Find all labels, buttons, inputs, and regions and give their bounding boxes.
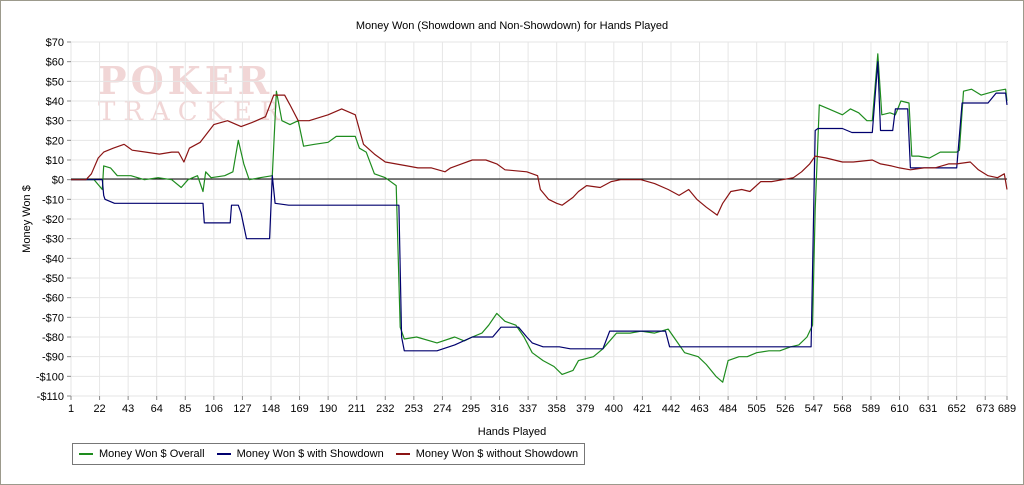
legend: Money Won $ Overall Money Won $ with Show… [72, 443, 586, 465]
x-tick-label: 85 [179, 403, 191, 415]
x-tick-label: 547 [805, 403, 823, 415]
x-tick-label: 295 [462, 403, 480, 415]
x-tick-label: 43 [122, 403, 134, 415]
y-tick-label: $50 [46, 76, 64, 88]
x-tick-label: 106 [205, 403, 223, 415]
x-tick-label: 211 [348, 403, 366, 415]
x-axis-ticks: 1 22 43 64 85 106 127 148 169 190 211 232 253 274 295 3… [68, 396, 1016, 415]
y-tick-label: -$10 [42, 194, 64, 206]
x-tick-label: 316 [490, 403, 508, 415]
y-tick-label: -$40 [42, 253, 64, 265]
x-tick-label: 253 [405, 403, 423, 415]
legend-item-1: Money Won $ Overall [79, 448, 205, 460]
y-axis-ticks: $70 $60 $50 $40 $30 $20 $10 $0 -$10 -$20 -$30 -$40 -… [36, 37, 71, 403]
x-tick-label: 22 [93, 403, 105, 415]
x-tick-label: 127 [233, 403, 251, 415]
y-tick-label: $70 [46, 37, 64, 49]
y-tick-label: -$110 [37, 391, 64, 403]
x-tick-label: 274 [433, 403, 451, 415]
x-tick-label: 148 [262, 403, 280, 415]
grid [70, 41, 1008, 397]
legend-label: Money Won $ Overall [99, 448, 205, 460]
legend-label: Money Won $ with Showdown [236, 448, 384, 460]
y-tick-label: -$20 [42, 214, 64, 226]
y-tick-label: -$90 [42, 352, 64, 364]
x-tick-label: 442 [662, 403, 680, 415]
series-line-2 [71, 61, 1008, 352]
y-tick-label: $0 [52, 175, 64, 187]
legend-swatch [216, 453, 231, 455]
x-tick-label: 610 [890, 403, 908, 415]
y-tick-label: $60 [46, 57, 64, 69]
x-tick-label: 421 [633, 403, 651, 415]
legend-swatch [79, 453, 93, 455]
chart-title: Money Won (Showdown and Non-Showdown) fo… [356, 20, 668, 32]
series-lines [71, 53, 1008, 383]
x-tick-label: 1 [68, 403, 74, 415]
legend-item-2: Money Won $ with Showdown [216, 448, 384, 460]
y-tick-label: $10 [46, 155, 64, 167]
legend-swatch [395, 453, 410, 455]
x-tick-label: 190 [319, 403, 337, 415]
x-tick-label: 358 [548, 403, 566, 415]
y-tick-label: $30 [46, 116, 64, 128]
x-axis-label: Hands Played [478, 426, 547, 438]
legend-label: Money Won $ without Showdown [415, 448, 579, 460]
y-tick-label: -$30 [42, 234, 64, 246]
x-tick-label: 652 [947, 403, 965, 415]
series-line-3 [71, 94, 1008, 216]
x-tick-label: 232 [376, 403, 394, 415]
x-tick-label: 337 [519, 403, 537, 415]
x-tick-label: 568 [833, 403, 851, 415]
y-tick-label: -$50 [42, 273, 64, 285]
y-axis-label: Money Won $ [21, 185, 33, 253]
x-tick-label: 689 [998, 403, 1016, 415]
y-tick-label: -$70 [42, 312, 64, 324]
x-tick-label: 673 [976, 403, 994, 415]
y-tick-label: $20 [46, 135, 64, 147]
y-tick-label: -$80 [42, 332, 64, 344]
y-tick-label: -$100 [36, 371, 64, 383]
y-tick-label: -$60 [42, 293, 64, 305]
legend-item-3: Money Won $ without Showdown [395, 448, 579, 460]
x-tick-label: 589 [862, 403, 880, 415]
x-tick-label: 400 [605, 403, 623, 415]
x-tick-label: 64 [151, 403, 163, 415]
x-tick-label: 463 [690, 403, 708, 415]
x-tick-label: 526 [776, 403, 794, 415]
y-tick-label: $40 [46, 96, 64, 108]
x-tick-label: 631 [919, 403, 937, 415]
x-tick-label: 505 [747, 403, 765, 415]
x-tick-label: 169 [290, 403, 308, 415]
x-tick-label: 484 [719, 403, 737, 415]
x-tick-label: 379 [576, 403, 594, 415]
series-line-1 [71, 53, 1008, 383]
